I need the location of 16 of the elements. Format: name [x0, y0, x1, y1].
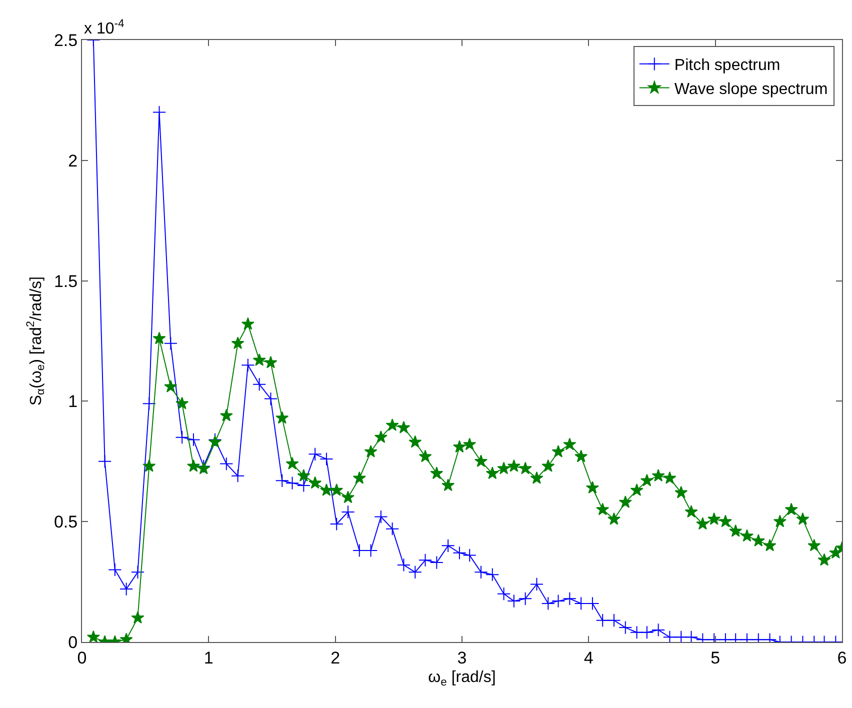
y-tick-label: 1.5 [54, 272, 78, 291]
y-tick-label: 0 [68, 632, 78, 652]
x-tick-label: 3 [457, 648, 467, 668]
x-tick-label: 4 [584, 648, 594, 668]
x-tick-label: 5 [710, 648, 720, 668]
x-tick-label: 2 [330, 648, 340, 668]
y-tick-label: 1 [68, 392, 78, 412]
legend-label: Pitch spectrum [674, 57, 780, 74]
legend-label: Wave slope spectrum [674, 80, 828, 98]
x-tick-label: 1 [204, 648, 214, 668]
y-tick-label: 2.5 [54, 30, 78, 50]
text: x 10$^{-4}$ [84, 18, 124, 38]
y-tick-label: 2 [68, 151, 78, 170]
y-tick-label: 0.5 [54, 512, 78, 532]
x-axis-title: ω$_{e}$ [rad/s] [428, 669, 496, 688]
x-tick-label: 6 [837, 648, 847, 668]
